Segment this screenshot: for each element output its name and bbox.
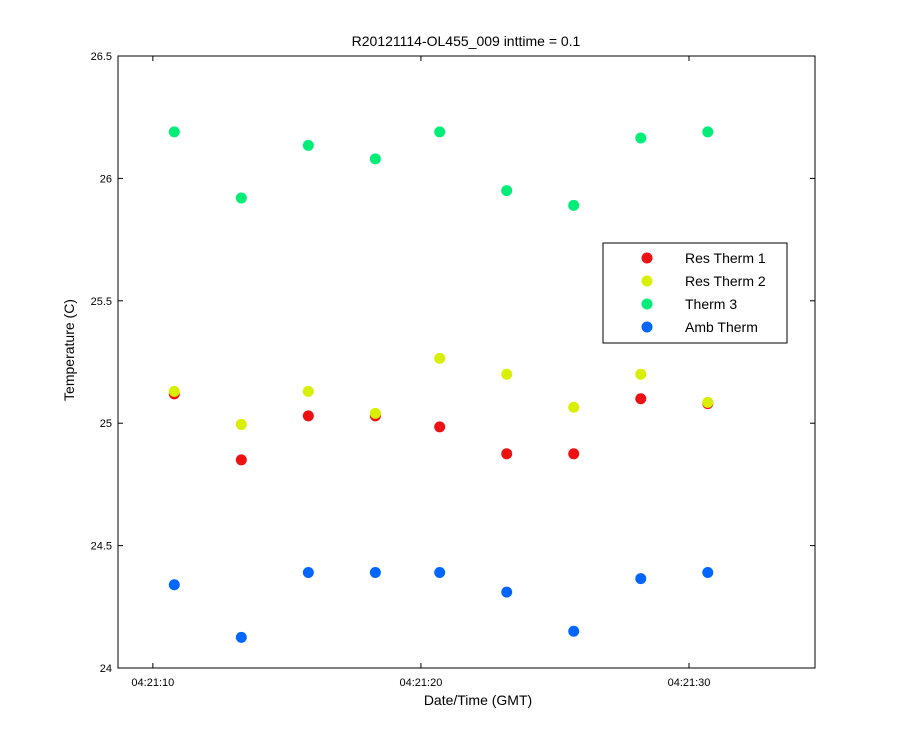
series-3	[168, 567, 714, 643]
y-tick-label: 25.5	[91, 296, 112, 308]
y-tick-label: 26.5	[91, 51, 112, 63]
chart-title: R20121114-OL455_009 inttime = 0.1	[352, 33, 581, 49]
data-point	[568, 199, 580, 211]
legend-label: Amb Therm	[685, 319, 758, 335]
x-tick-label: 04:21:10	[131, 677, 174, 689]
data-point	[702, 567, 714, 579]
data-point	[501, 368, 513, 380]
data-point	[168, 579, 180, 591]
series-2	[168, 126, 714, 211]
data-point	[702, 126, 714, 138]
data-point	[635, 573, 647, 585]
data-point	[302, 385, 314, 397]
data-points	[168, 126, 714, 643]
data-point	[235, 418, 247, 430]
data-point	[702, 396, 714, 408]
data-point	[168, 385, 180, 397]
legend-label: Res Therm 1	[685, 250, 766, 266]
data-point	[434, 126, 446, 138]
legend-label: Res Therm 2	[685, 273, 766, 289]
legend-marker	[641, 252, 653, 264]
legend-label: Therm 3	[685, 296, 737, 312]
data-point	[369, 407, 381, 419]
data-point	[635, 368, 647, 380]
legend-marker	[641, 275, 653, 287]
data-point	[635, 393, 647, 405]
data-point	[434, 352, 446, 364]
data-point	[568, 625, 580, 637]
data-point	[302, 410, 314, 422]
data-point	[235, 192, 247, 204]
data-point	[168, 126, 180, 138]
series-1	[168, 352, 714, 430]
axis-ticks: 24 24.5 25 25.5 26 26.5 04:21:10 04:21:20 04:21:…	[91, 51, 815, 689]
data-point	[235, 631, 247, 643]
data-point	[635, 132, 647, 144]
legend-box	[602, 242, 788, 344]
data-point	[501, 185, 513, 197]
y-axis-label: Temperature (C)	[61, 299, 77, 401]
data-point	[302, 139, 314, 151]
data-point	[369, 567, 381, 579]
y-tick-label: 26	[100, 173, 112, 185]
plot-area	[117, 55, 816, 669]
data-point	[434, 421, 446, 433]
legend-marker	[641, 298, 653, 310]
y-tick-label: 24.5	[91, 541, 112, 553]
data-point	[568, 448, 580, 460]
data-point	[434, 567, 446, 579]
data-point	[235, 454, 247, 466]
y-tick-label: 25	[100, 418, 112, 430]
x-axis-label: Date/Time (GMT)	[424, 692, 532, 708]
data-point	[501, 448, 513, 460]
data-point	[302, 567, 314, 579]
x-tick-label: 04:21:30	[668, 677, 711, 689]
legend-marker	[641, 321, 653, 333]
data-point	[369, 153, 381, 165]
legend: Res Therm 1 Res Therm 2 Therm 3 Amb Therm	[602, 242, 788, 344]
y-tick-label: 24	[100, 663, 112, 675]
x-tick-label: 04:21:20	[400, 677, 443, 689]
data-point	[568, 401, 580, 413]
data-point	[501, 586, 513, 598]
